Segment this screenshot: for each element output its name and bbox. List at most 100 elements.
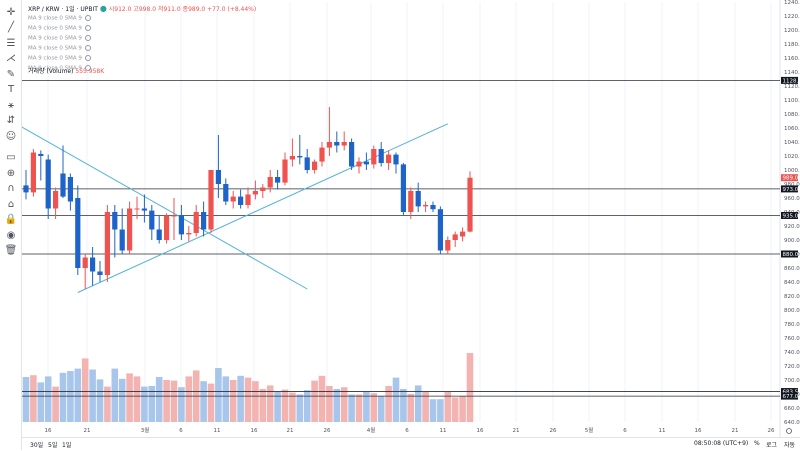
visibility-icon[interactable]	[85, 25, 91, 31]
candle-body[interactable]	[171, 216, 176, 217]
indicator-ma-row[interactable]: MA 9 close 0 SMA 9	[28, 35, 91, 42]
candle-body[interactable]	[201, 212, 206, 230]
indicator-ma-row[interactable]: MA 9 close 0 SMA 9	[28, 25, 91, 32]
range-1d-button[interactable]: 1일	[62, 440, 71, 449]
candle-body[interactable]	[149, 211, 154, 230]
candle-body[interactable]	[364, 162, 369, 165]
indicator-ma-row[interactable]: MA 9 close 0 SMA 9	[28, 55, 91, 62]
clock-display[interactable]: 08:50:08 (UTC+9)	[694, 440, 748, 447]
candle-body[interactable]	[134, 209, 139, 210]
candle-body[interactable]	[312, 162, 317, 170]
candle-body[interactable]	[97, 272, 102, 276]
candle-body[interactable]	[216, 170, 221, 184]
candle-body[interactable]	[31, 153, 36, 193]
candle-body[interactable]	[460, 232, 465, 237]
magnet-icon[interactable]: ∩	[3, 182, 19, 196]
lock-icon[interactable]: 🔒	[3, 213, 19, 227]
candle-body[interactable]	[75, 198, 80, 268]
candle-body[interactable]	[342, 142, 347, 146]
candle-body[interactable]	[46, 160, 51, 209]
trash-icon[interactable]: 🗑	[3, 244, 19, 258]
candle-body[interactable]	[38, 154, 43, 156]
candle-body[interactable]	[23, 185, 28, 192]
candle-body[interactable]	[60, 174, 65, 197]
candle-body[interactable]	[186, 233, 191, 234]
candle-body[interactable]	[245, 195, 250, 206]
candle-body[interactable]	[423, 205, 428, 206]
brush-icon[interactable]: ✎	[3, 67, 19, 81]
candle-body[interactable]	[260, 188, 265, 192]
candle-body[interactable]	[386, 155, 391, 163]
candle-body[interactable]	[393, 155, 398, 165]
candle-body[interactable]	[68, 177, 73, 202]
candle-body[interactable]	[231, 197, 236, 202]
candle-body[interactable]	[157, 230, 162, 241]
crosshair-icon[interactable]: ✛	[3, 5, 19, 19]
text-icon[interactable]: T	[3, 83, 19, 97]
visibility-icon[interactable]	[85, 55, 91, 61]
candle-body[interactable]	[290, 156, 295, 160]
visibility-icon[interactable]	[85, 35, 91, 41]
lock-drawing-icon[interactable]: ⌂	[3, 197, 19, 211]
symbol-legend[interactable]: XRP / KRW · 1일 · UPBIT ● 시912.0 고998.0 저…	[28, 4, 256, 13]
percent-scale-toggle[interactable]: %	[754, 440, 760, 447]
candle-body[interactable]	[467, 178, 472, 232]
indicator-ma-row[interactable]: MA 9 close 0 SMA 9	[28, 15, 91, 22]
candle-body[interactable]	[90, 258, 95, 272]
visibility-icon[interactable]	[85, 45, 91, 51]
pattern-icon[interactable]: ⚹	[3, 98, 19, 112]
candle-body[interactable]	[282, 160, 287, 183]
candle-body[interactable]	[453, 234, 458, 240]
candle-body[interactable]	[305, 157, 310, 170]
candle-body[interactable]	[253, 191, 258, 195]
axis-settings-icon[interactable]	[787, 429, 792, 434]
candle-body[interactable]	[142, 209, 147, 211]
candle-body[interactable]	[127, 209, 132, 251]
eye-icon[interactable]: ◉	[3, 228, 19, 242]
pitchfork-icon[interactable]: ⋌	[3, 52, 19, 66]
candle-body[interactable]	[275, 177, 280, 183]
range-30d-button[interactable]: 30일	[30, 440, 43, 449]
log-scale-toggle[interactable]: 로그	[766, 440, 777, 449]
volume-bar	[452, 397, 459, 422]
candle-body[interactable]	[105, 212, 110, 275]
candle-body[interactable]	[223, 184, 228, 202]
candle-body[interactable]	[164, 216, 169, 241]
candle-body[interactable]	[120, 230, 125, 251]
candle-body[interactable]	[83, 258, 88, 269]
zoom-in-icon[interactable]: ⊕	[3, 166, 19, 180]
candle-body[interactable]	[349, 142, 354, 167]
candle-body[interactable]	[179, 216, 184, 235]
auto-scale-toggle[interactable]: 자동	[784, 440, 795, 449]
candle-body[interactable]	[194, 212, 199, 233]
candle-body[interactable]	[408, 191, 413, 212]
visibility-icon[interactable]	[85, 15, 91, 21]
candle-body[interactable]	[401, 164, 406, 212]
range-5d-button[interactable]: 5일	[48, 440, 57, 449]
indicator-ma-row[interactable]: MA 9 close 0 SMA 9	[28, 45, 91, 52]
candle-body[interactable]	[268, 177, 273, 188]
candle-body[interactable]	[356, 162, 361, 167]
candle-body[interactable]	[53, 191, 58, 209]
candle-body[interactable]	[445, 240, 450, 251]
candle-body[interactable]	[327, 142, 332, 148]
emoji-icon[interactable]: ☺	[3, 129, 19, 143]
forecast-icon[interactable]: ⇵	[3, 114, 19, 128]
candle-body[interactable]	[430, 205, 435, 209]
trend-line-icon[interactable]: ╱	[3, 21, 19, 35]
candle-body[interactable]	[238, 197, 243, 205]
candle-body[interactable]	[319, 148, 324, 162]
candle-body[interactable]	[334, 142, 339, 146]
candle-body[interactable]	[112, 212, 117, 230]
candle-body[interactable]	[297, 156, 302, 157]
candle-body[interactable]	[208, 170, 213, 230]
volume-legend[interactable]: 거래량 (Volume) 555.958K	[28, 66, 104, 75]
trend-line[interactable]	[78, 124, 448, 293]
candle-body[interactable]	[371, 149, 376, 164]
candle-body[interactable]	[416, 191, 421, 206]
candle-body[interactable]	[438, 209, 443, 250]
candle-body[interactable]	[379, 149, 384, 163]
ruler-icon[interactable]: ▭	[3, 151, 19, 165]
horizontal-lines-icon[interactable]: ☰	[3, 36, 19, 50]
